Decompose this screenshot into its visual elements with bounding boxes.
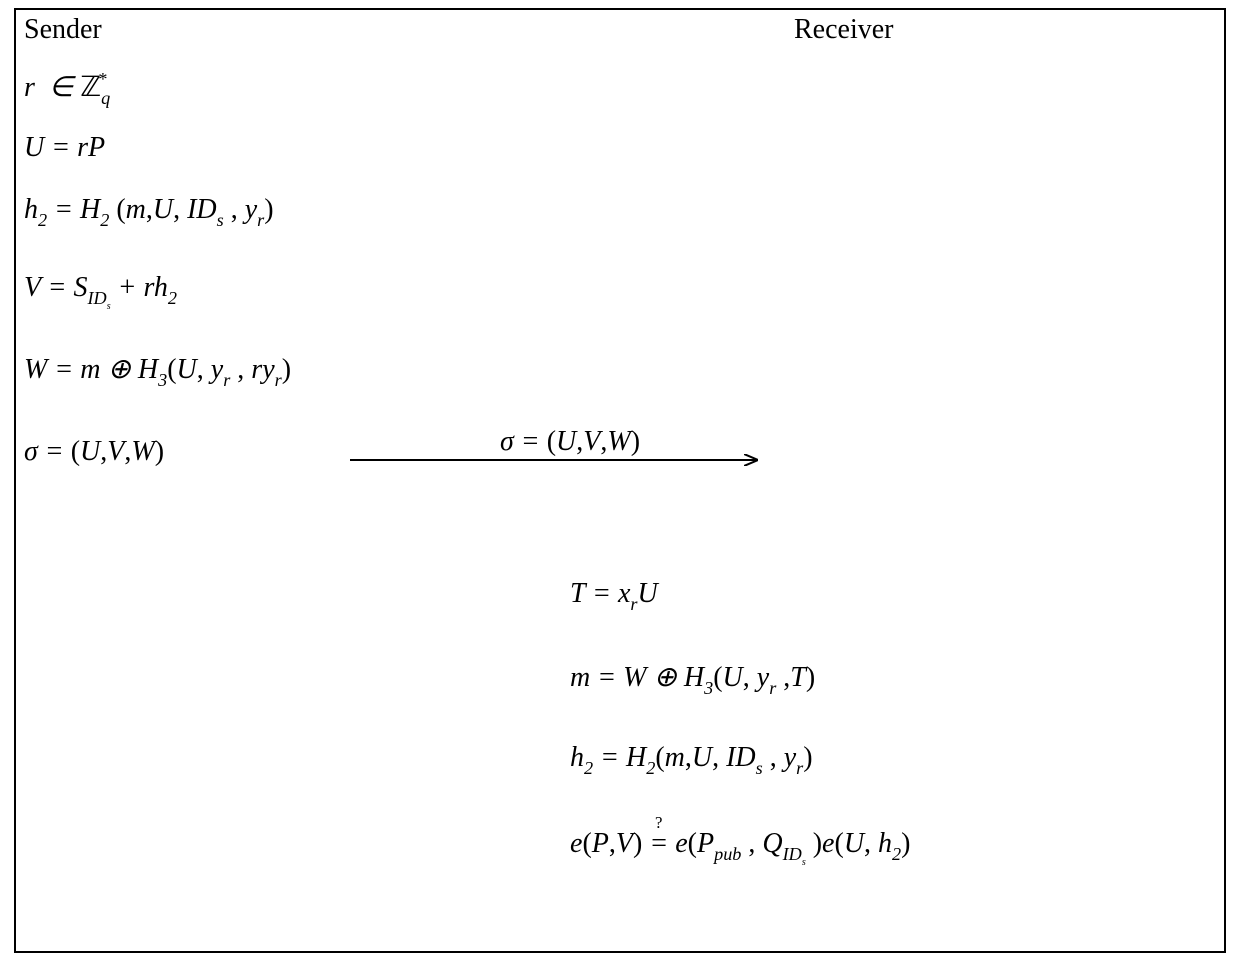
- receiver-eq-ePV: e(P,V) ?= e(Ppub , QIDs )e(U, h2): [570, 828, 910, 860]
- arrow-label: σ = (U,V,W): [500, 426, 640, 458]
- receiver-eq-h2H2r: h2 = H2(m,U, IDs , yr): [570, 742, 813, 774]
- protocol-diagram: Sender Receiver σ = (U,V,W) r ∈ ℤq* U = r…: [0, 0, 1240, 961]
- receiver-header: Receiver: [794, 14, 894, 46]
- sender-eq-rinZq: r ∈ ℤq*: [24, 70, 119, 104]
- sender-eq-WmH3: W = m ⊕ H3(U, yr , ryr): [24, 352, 291, 386]
- receiver-eq-mWH3: m = W ⊕ H3(U, yr ,T): [570, 660, 815, 694]
- sender-header: Sender: [24, 14, 102, 46]
- diagram-frame: [14, 8, 1226, 953]
- receiver-eq-TxrU: T = xrU: [570, 578, 658, 610]
- sender-eq-sigmaUVW: σ = (U,V,W): [24, 436, 164, 468]
- sender-eq-UrP: U = rP: [24, 132, 105, 164]
- sender-eq-VSid: V = SIDs + rh2: [24, 272, 177, 304]
- sender-eq-h2H2: h2 = H2 (m,U, IDs , yr): [24, 194, 274, 226]
